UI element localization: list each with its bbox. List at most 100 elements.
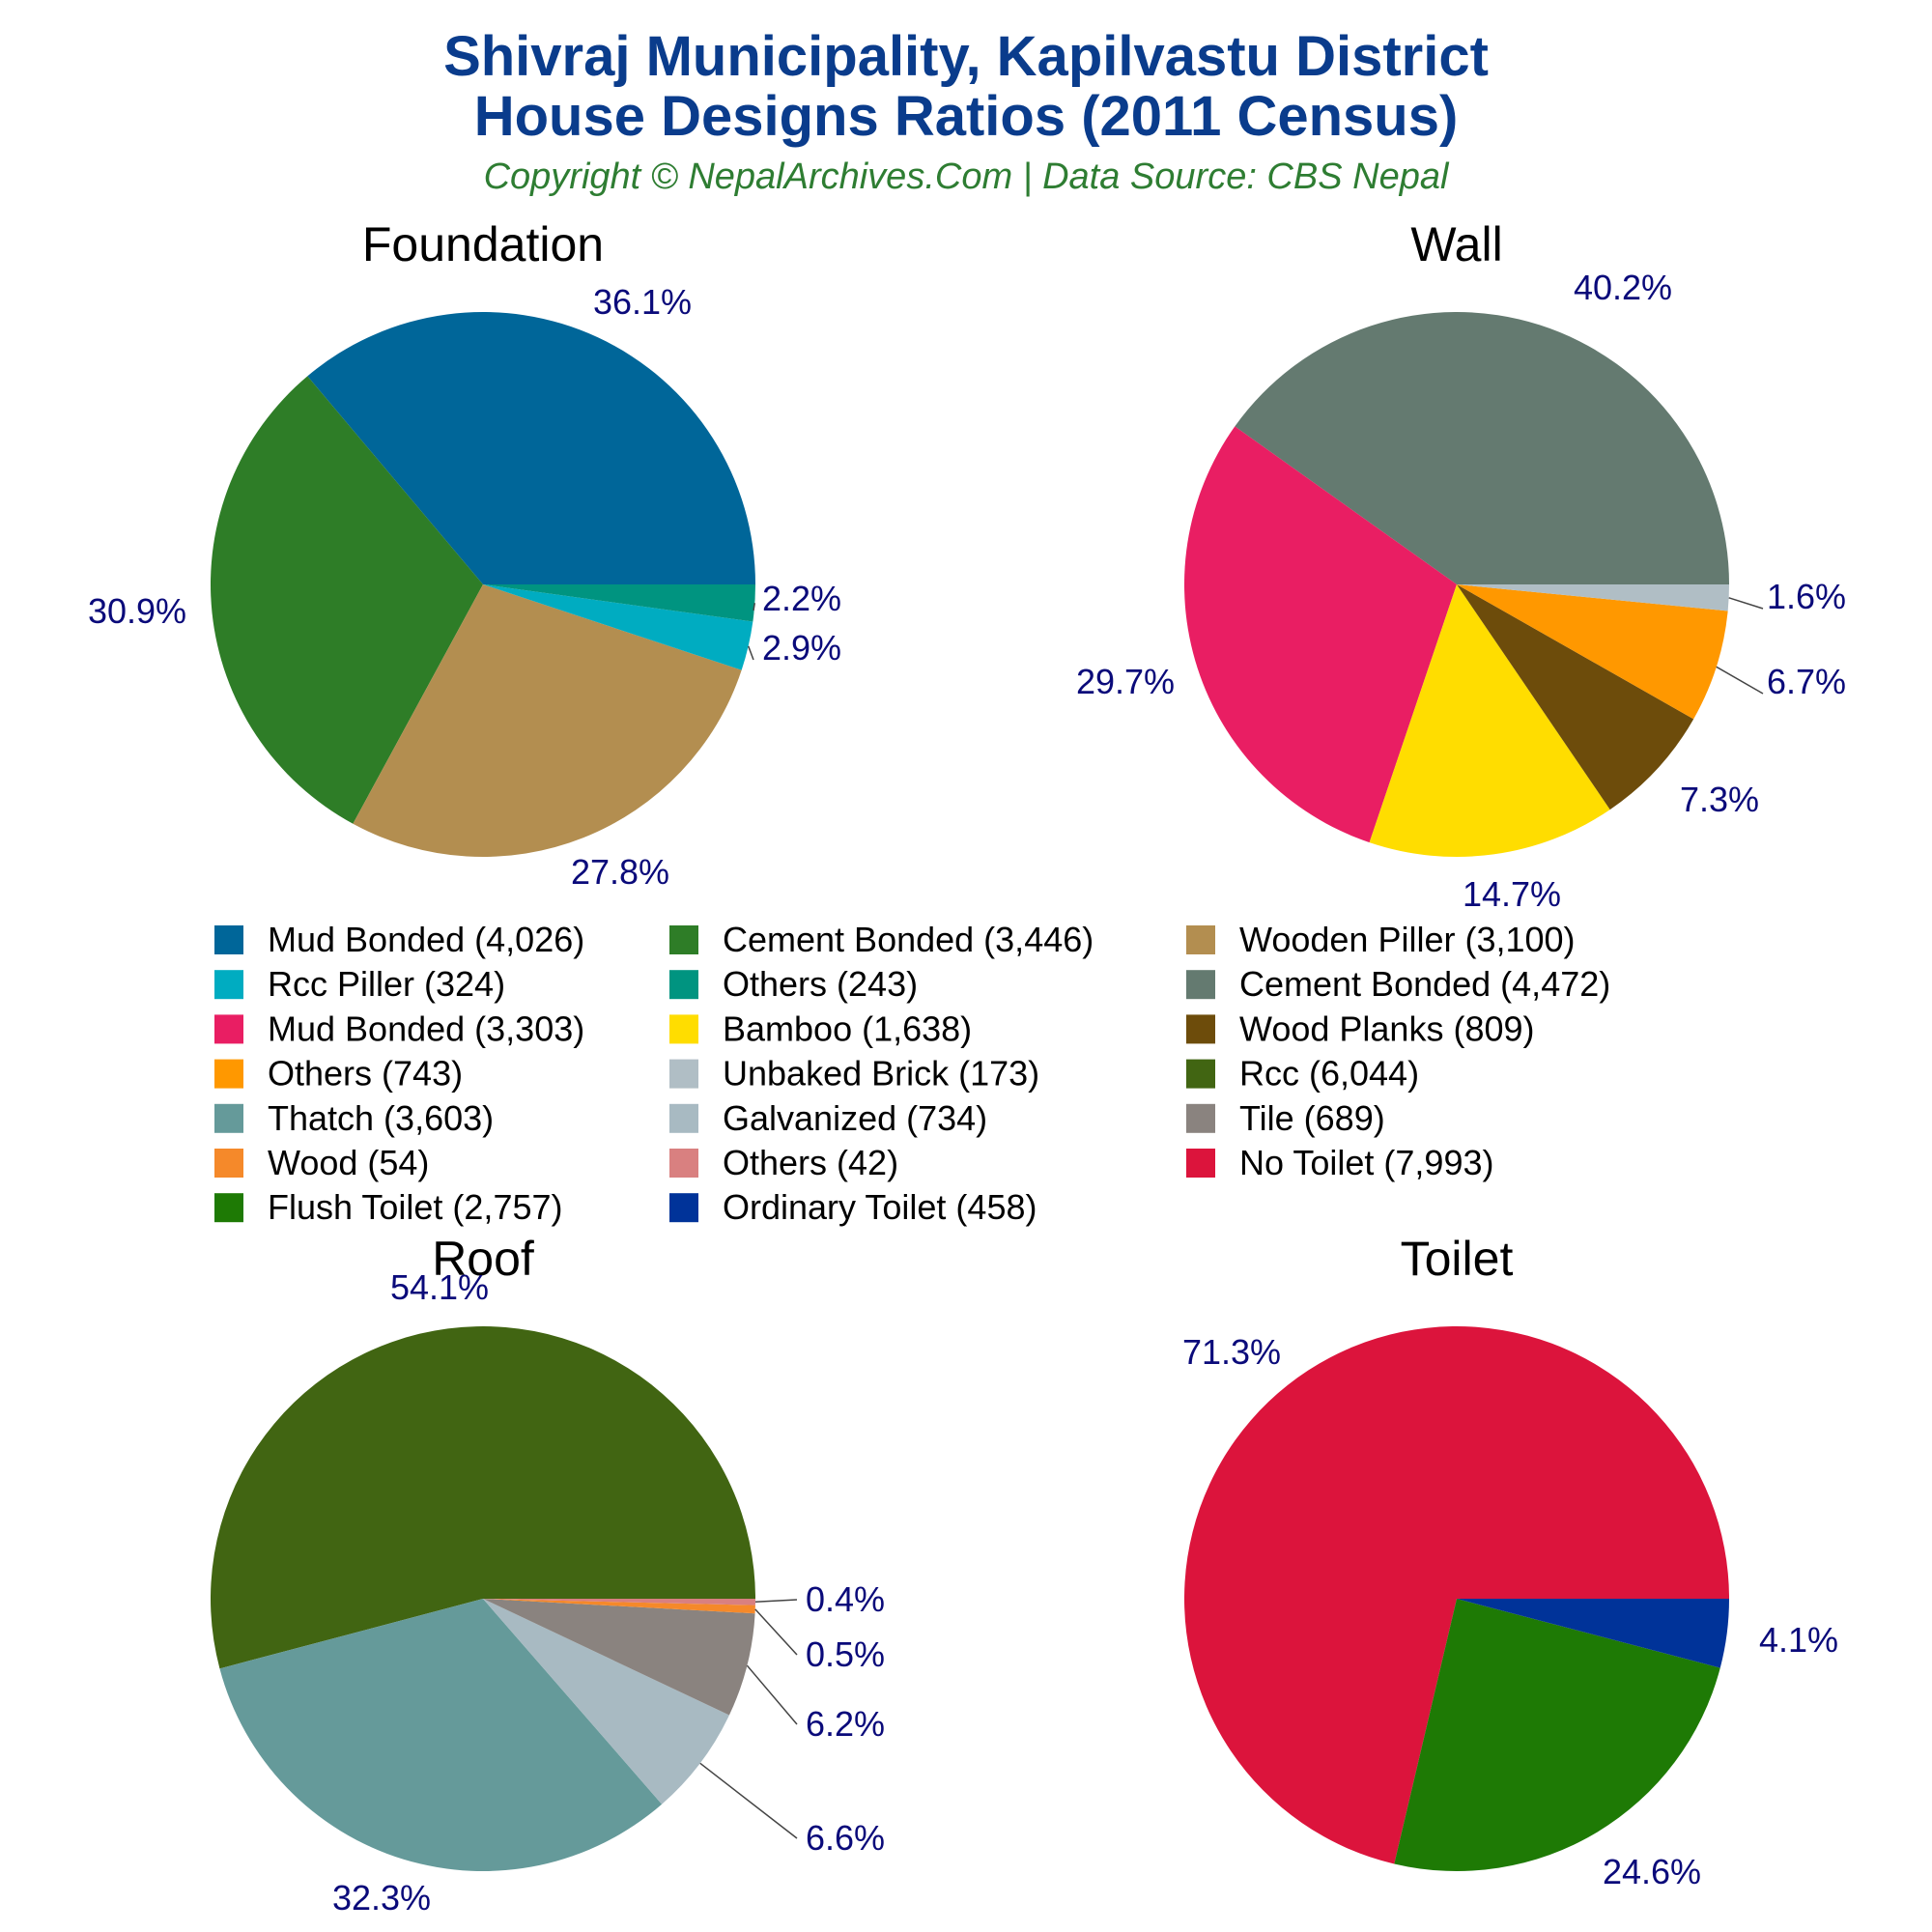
- legend-label: Mud Bonded (3,303): [268, 1009, 584, 1048]
- legend-item: Galvanized (734): [669, 1098, 987, 1138]
- pct-label-foundation-0: 36.1%: [593, 282, 692, 322]
- legend-swatch: [1186, 1103, 1215, 1133]
- legend-swatch: [1186, 1149, 1215, 1178]
- pie-roof-leaders: [699, 1599, 798, 1839]
- pie-wall: Wall 40.2% 29.7% 14.7% 7.3% 6.7% 1.6%: [1076, 217, 1846, 914]
- leader-line-roof-4: [754, 1608, 798, 1656]
- legend-item: Others (243): [669, 964, 918, 1004]
- pct-label-foundation-1: 30.9%: [88, 591, 186, 631]
- pie-foundation-leaders: [747, 603, 756, 661]
- pie-slice-roof-2: [483, 1599, 729, 1804]
- chart-title-line2: House Designs Ratios (2011 Census): [474, 85, 1459, 148]
- pct-label-roof-0: 54.1%: [390, 1267, 489, 1307]
- legend-item: Others (42): [669, 1143, 898, 1182]
- pct-label-roof-2: 6.6%: [806, 1818, 885, 1858]
- pie-roof-labels: 54.1% 32.3% 6.6% 6.2% 0.5% 0.4%: [332, 1267, 885, 1918]
- legend-item: Thatch (3,603): [214, 1098, 494, 1138]
- pie-slice-toilet-1: [1394, 1599, 1720, 1872]
- pie-title-foundation: Foundation: [362, 217, 604, 271]
- legend-swatch: [214, 1103, 243, 1133]
- legend-item: Flush Toilet (2,757): [214, 1187, 563, 1227]
- legend-label: Others (243): [723, 964, 918, 1004]
- legend-item: Wood Planks (809): [1186, 1009, 1535, 1048]
- pie-slice-wall-5: [1457, 584, 1729, 611]
- pie-slice-roof-5: [483, 1599, 755, 1605]
- pct-label-wall-5: 1.6%: [1767, 577, 1846, 616]
- pie-slice-wall-1: [1183, 426, 1457, 843]
- leader-line-roof-3: [746, 1664, 798, 1725]
- legend-item: Tile (689): [1186, 1098, 1385, 1138]
- legend-swatch: [1186, 1014, 1215, 1044]
- pie-slice-roof-4: [483, 1599, 755, 1614]
- pie-toilet-slices: [1183, 1326, 1729, 1872]
- legend-swatch: [214, 970, 243, 1000]
- legend-item: Cement Bonded (4,472): [1186, 964, 1610, 1004]
- legend-item: Unbaked Brick (173): [669, 1054, 1039, 1094]
- legend-label: Bamboo (1,638): [723, 1009, 972, 1048]
- pie-toilet: Toilet 71.3% 24.6% 4.1%: [1182, 1232, 1838, 1891]
- legend-label: Others (743): [268, 1054, 463, 1094]
- legend-swatch: [1186, 925, 1215, 954]
- pie-slice-toilet-0: [1183, 1326, 1729, 1864]
- pie-roof-slices: [211, 1325, 756, 1871]
- legend-label: Tile (689): [1239, 1098, 1385, 1138]
- leader-line-foundation-3: [747, 645, 754, 661]
- pie-slice-foundation-0: [307, 311, 755, 584]
- pie-foundation: Foundation 36.1% 30.9% 27.8% 2.9% 2.2%: [88, 217, 841, 892]
- pct-label-toilet-1: 24.6%: [1603, 1852, 1701, 1891]
- pie-wall-leaders: [1716, 597, 1764, 695]
- legend-item: Wooden Piller (3,100): [1186, 920, 1576, 959]
- legend-label: Cement Bonded (3,446): [723, 920, 1094, 959]
- pie-slice-roof-1: [219, 1599, 663, 1871]
- leader-line-foundation-4: [753, 603, 756, 611]
- legend-swatch: [669, 970, 698, 1000]
- pct-label-roof-4: 0.5%: [806, 1634, 885, 1674]
- pie-roof: Roof 54.1% 32.3% 6.6% 6.2% 0.5% 0.4%: [211, 1232, 885, 1918]
- leader-line-wall-4: [1716, 666, 1764, 695]
- pct-label-toilet-2: 4.1%: [1759, 1620, 1838, 1660]
- legend-label: Cement Bonded (4,472): [1239, 964, 1610, 1004]
- pie-title-roof: Roof: [432, 1232, 534, 1286]
- legend-swatch: [214, 1193, 243, 1223]
- legend-swatch: [669, 1193, 698, 1223]
- pie-slice-foundation-1: [210, 376, 483, 824]
- pie-slice-foundation-4: [483, 584, 755, 622]
- legend-swatch: [669, 925, 698, 954]
- legend-swatch: [214, 1014, 243, 1044]
- legend-swatch: [669, 1014, 698, 1044]
- pie-title-wall: Wall: [1410, 217, 1502, 271]
- pie-wall-labels: 40.2% 29.7% 14.7% 7.3% 6.7% 1.6%: [1076, 268, 1846, 914]
- pct-label-foundation-3: 2.9%: [762, 628, 841, 668]
- legend-label: Ordinary Toilet (458): [723, 1187, 1037, 1227]
- legend-label: Flush Toilet (2,757): [268, 1187, 563, 1227]
- legend-swatch: [214, 1149, 243, 1178]
- pie-foundation-labels: 36.1% 30.9% 27.8% 2.9% 2.2%: [88, 282, 841, 892]
- legend-item: Others (743): [214, 1054, 463, 1094]
- pct-label-wall-4: 6.7%: [1767, 662, 1846, 701]
- pie-slice-roof-3: [483, 1599, 755, 1716]
- legend-swatch: [1186, 970, 1215, 1000]
- legend-swatch: [214, 1059, 243, 1089]
- pie-slice-wall-0: [1235, 312, 1729, 584]
- legend-label: Wood Planks (809): [1239, 1009, 1535, 1048]
- legend-label: Wood (54): [268, 1143, 429, 1182]
- legend-swatch: [669, 1103, 698, 1133]
- legend-label: Rcc (6,044): [1239, 1054, 1419, 1094]
- pie-slice-roof-0: [211, 1325, 756, 1669]
- legend-item: Bamboo (1,638): [669, 1009, 972, 1048]
- leader-line-roof-5: [754, 1599, 798, 1604]
- legend-label: Others (42): [723, 1143, 898, 1182]
- pct-label-foundation-2: 27.8%: [571, 852, 669, 892]
- pie-toilet-labels: 71.3% 24.6% 4.1%: [1182, 1332, 1838, 1891]
- pie-foundation-slices: [210, 311, 755, 858]
- legend-label: Thatch (3,603): [268, 1098, 494, 1138]
- legend-label: No Toilet (7,993): [1239, 1143, 1493, 1182]
- legend-item: Rcc Piller (324): [214, 964, 505, 1004]
- pie-slice-wall-3: [1457, 584, 1694, 810]
- legend-item: Mud Bonded (4,026): [214, 920, 584, 959]
- pie-title-toilet: Toilet: [1401, 1232, 1514, 1286]
- pie-slice-foundation-3: [483, 584, 753, 670]
- legend-item: No Toilet (7,993): [1186, 1143, 1493, 1182]
- legend-label: Unbaked Brick (173): [723, 1054, 1039, 1094]
